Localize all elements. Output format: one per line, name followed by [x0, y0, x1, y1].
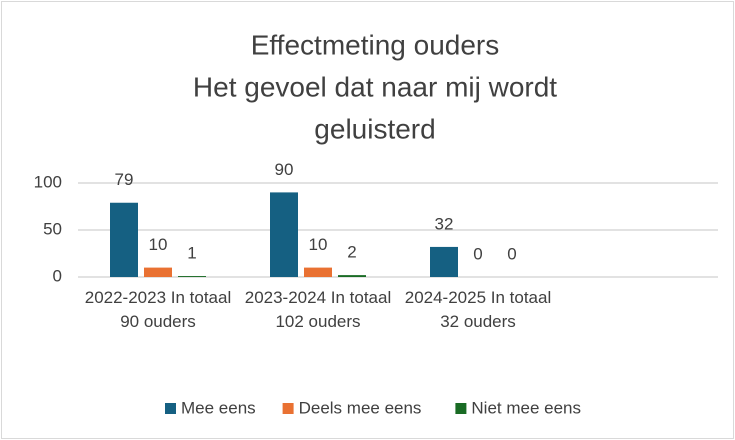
legend-label: Deels mee eens [299, 398, 422, 417]
legend-label: Niet mee eens [471, 398, 581, 417]
chart-title: geluisterd [314, 113, 435, 144]
legend-label: Mee eens [181, 398, 256, 417]
y-tick-label: 0 [53, 266, 62, 285]
bar [110, 202, 138, 277]
x-tick-label: 2023-2024 In totaal 102 ouders [244, 288, 392, 331]
legend-swatch [455, 403, 467, 414]
bar [270, 192, 298, 277]
bar [304, 267, 332, 277]
x-tick-label: 2024-2025 In totaal 32 ouders [404, 288, 552, 331]
data-label: 1 [187, 244, 196, 263]
bar [144, 267, 172, 277]
legend-swatch [165, 403, 176, 414]
y-tick-label: 50 [43, 219, 62, 238]
data-label: 10 [149, 235, 168, 254]
data-label: 10 [309, 235, 328, 254]
bar [178, 276, 206, 277]
x-tick-label: 2022-2023 In totaal 90 ouders [84, 288, 232, 331]
chart-title: Het gevoel dat naar mij wordt [193, 71, 557, 102]
chart-title: Effectmeting ouders [251, 29, 500, 60]
y-tick-label: 100 [34, 172, 62, 191]
data-label: 90 [275, 160, 294, 179]
data-label: 32 [435, 214, 454, 233]
bar [430, 246, 458, 277]
data-label: 79 [115, 170, 134, 189]
bar [338, 275, 366, 277]
data-label: 0 [507, 244, 516, 263]
data-label: 2 [347, 243, 356, 262]
data-label: 0 [473, 244, 482, 263]
legend-swatch [282, 403, 294, 414]
